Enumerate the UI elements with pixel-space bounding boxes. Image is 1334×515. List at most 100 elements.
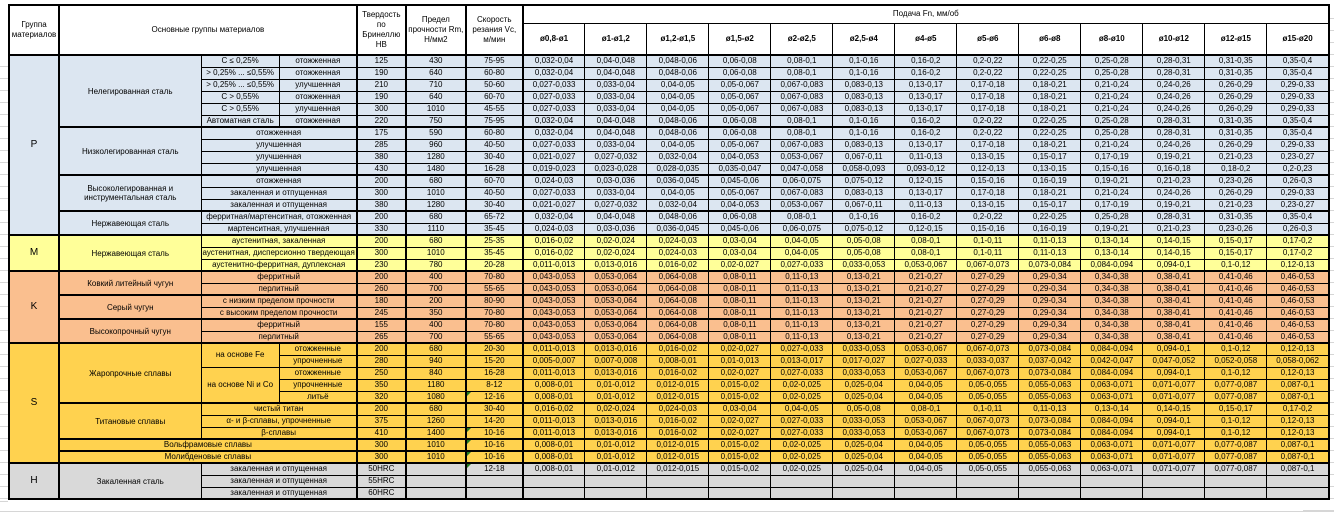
feed-cell[interactable]: 0,067-0,11: [832, 198, 896, 212]
material-cell[interactable]: ферритный: [200, 270, 358, 284]
feed-cell[interactable]: 0,083-0,13: [832, 138, 896, 152]
feed-cell[interactable]: 0,04-0,05: [646, 186, 710, 200]
feed-cell[interactable]: 0,04-0,048: [584, 66, 648, 80]
strength-cell[interactable]: 590: [404, 126, 467, 140]
feed-cell[interactable]: 0,21-0,23: [1204, 198, 1268, 212]
feed-cell[interactable]: 0,21-0,24: [1080, 186, 1144, 200]
feed-cell[interactable]: [1142, 486, 1206, 500]
feed-cell[interactable]: 0,08-0,1: [894, 246, 958, 260]
hardness-cell[interactable]: 300: [355, 246, 407, 260]
feed-cell[interactable]: 0,032-0,04: [646, 150, 710, 164]
feed-cell[interactable]: [770, 474, 834, 488]
strength-cell[interactable]: [404, 474, 467, 488]
feed-cell[interactable]: 0,027-0,033: [521, 186, 586, 200]
feed-cell[interactable]: 0,1-0,16: [832, 54, 896, 68]
feed-cell[interactable]: 0,036-0,045: [646, 222, 710, 236]
feed-cell[interactable]: 0,17-0,19: [1080, 198, 1144, 212]
feed-cell[interactable]: [956, 474, 1020, 488]
strength-cell[interactable]: 710: [404, 78, 467, 92]
feed-cell[interactable]: [708, 474, 772, 488]
feed-cell[interactable]: 0,12-0,13: [956, 162, 1020, 176]
feed-cell[interactable]: [956, 486, 1020, 500]
feed-cell[interactable]: 0,26-0,29: [1204, 138, 1268, 152]
material-cell[interactable]: отожженные: [278, 342, 358, 356]
feed-cell[interactable]: 0,28-0,31: [1142, 66, 1206, 80]
feed-cell[interactable]: 0,29-0,34: [1018, 270, 1082, 284]
feed-cell[interactable]: [708, 486, 772, 500]
feed-cell[interactable]: 0,13-0,14: [1080, 246, 1144, 260]
feed-cell[interactable]: 0,094-0,1: [1142, 426, 1206, 440]
feed-cell[interactable]: 0,1-0,12: [1204, 426, 1268, 440]
feed-cell[interactable]: 0,067-0,073: [956, 342, 1020, 356]
feed-cell[interactable]: 0,027-0,032: [584, 150, 648, 164]
feed-cell[interactable]: 0,027-0,033: [521, 138, 586, 152]
feed-cell[interactable]: 0,067-0,11: [832, 150, 896, 164]
material-cell[interactable]: Молибденовые сплавы: [58, 450, 358, 464]
feed-cell[interactable]: 0,05-0,067: [708, 186, 772, 200]
feed-cell[interactable]: 0,02-0,025: [770, 390, 834, 404]
feed-cell[interactable]: 0,007-0,008: [584, 354, 648, 368]
feed-cell[interactable]: 0,053-0,064: [584, 330, 648, 344]
strength-cell[interactable]: 680: [404, 342, 467, 356]
header-tensile-strength[interactable]: Предел прочности Rm, Н/мм2: [404, 4, 467, 56]
feed-cell[interactable]: 0,016-0,02: [521, 402, 586, 416]
feed-cell[interactable]: 0,28-0,31: [1142, 126, 1206, 140]
feed-cell[interactable]: 0,41-0,46: [1204, 318, 1268, 332]
feed-cell[interactable]: 0,064-0,08: [646, 282, 710, 296]
feed-cell[interactable]: 0,067-0,083: [770, 138, 834, 152]
feed-cell[interactable]: 0,043-0,053: [521, 318, 586, 332]
feed-cell[interactable]: 0,024-0,03: [521, 174, 586, 188]
feed-cell[interactable]: 0,19-0,21: [1080, 174, 1144, 188]
feed-cell[interactable]: 0,41-0,46: [1204, 330, 1268, 344]
feed-cell[interactable]: 0,025-0,04: [832, 378, 896, 392]
feed-cell[interactable]: 0,04-0,053: [708, 198, 772, 212]
feed-cell[interactable]: 0,22-0,25: [1018, 126, 1082, 140]
feed-cell[interactable]: 0,027-0,032: [584, 198, 648, 212]
feed-cell[interactable]: 0,34-0,38: [1080, 294, 1144, 308]
feed-cell[interactable]: 0,013-0,016: [584, 426, 648, 440]
feed-cell[interactable]: 0,055-0,063: [1018, 378, 1082, 392]
feed-cell[interactable]: 0,21-0,23: [1142, 222, 1206, 236]
cutting-speed-cell[interactable]: 50-60: [464, 78, 524, 92]
feed-cell[interactable]: 0,12-0,15: [894, 174, 958, 188]
feed-cell[interactable]: 0,04-0,048: [584, 210, 648, 224]
feed-cell[interactable]: 0,13-0,14: [1080, 234, 1144, 248]
feed-cell[interactable]: 0,21-0,24: [1080, 138, 1144, 152]
feed-cell[interactable]: 0,11-0,13: [770, 294, 834, 308]
strength-cell[interactable]: 1010: [404, 102, 467, 116]
cutting-speed-cell[interactable]: 60-70: [464, 174, 524, 188]
strength-cell[interactable]: 680: [404, 234, 467, 248]
feed-cell[interactable]: 0,025-0,04: [832, 462, 896, 476]
hardness-cell[interactable]: 155: [355, 318, 407, 332]
feed-cell[interactable]: 0,13-0,17: [894, 78, 958, 92]
strength-cell[interactable]: 780: [404, 258, 467, 272]
feed-cell[interactable]: 0,02-0,024: [584, 234, 648, 248]
feed-cell[interactable]: 0,31-0,35: [1204, 54, 1268, 68]
cutting-speed-cell[interactable]: 60-80: [464, 66, 524, 80]
feed-cell[interactable]: 0,047-0,052: [1142, 354, 1206, 368]
feed-cell[interactable]: 0,071-0,077: [1142, 378, 1206, 392]
header-cutting-speed[interactable]: Скорость резания Vc, м/мин: [464, 4, 524, 56]
feed-cell[interactable]: 0,013-0,016: [584, 258, 648, 272]
material-cell[interactable]: отожженная: [278, 66, 358, 80]
feed-cell[interactable]: 0,012-0,015: [646, 462, 710, 476]
cutting-speed-cell[interactable]: 70-80: [464, 270, 524, 284]
feed-cell[interactable]: 0,094-0,1: [1142, 342, 1206, 356]
material-cell[interactable]: отожженная: [200, 174, 358, 188]
strength-cell[interactable]: 1280: [404, 198, 467, 212]
feed-cell[interactable]: 0,2-0,22: [956, 54, 1020, 68]
feed-cell[interactable]: 0,008-0,01: [646, 354, 710, 368]
feed-cell[interactable]: 0,04-0,048: [584, 114, 648, 128]
feed-cell[interactable]: 0,027-0,033: [894, 354, 958, 368]
cutting-speed-cell[interactable]: 35-45: [464, 246, 524, 260]
feed-cell[interactable]: 0,24-0,26: [1142, 78, 1206, 92]
feed-cell[interactable]: 0,19-0,21: [1142, 198, 1206, 212]
feed-cell[interactable]: 0,04-0,05: [894, 390, 958, 404]
group-cell-P[interactable]: P: [8, 54, 60, 236]
feed-cell[interactable]: [894, 474, 958, 488]
cutting-speed-cell[interactable]: 25-35: [464, 234, 524, 248]
feed-cell[interactable]: 0,16-0,18: [1142, 162, 1206, 176]
feed-cell[interactable]: [1080, 486, 1144, 500]
feed-cell[interactable]: 0,08-0,1: [770, 210, 834, 224]
feed-cell[interactable]: 0,011-0,013: [521, 258, 586, 272]
